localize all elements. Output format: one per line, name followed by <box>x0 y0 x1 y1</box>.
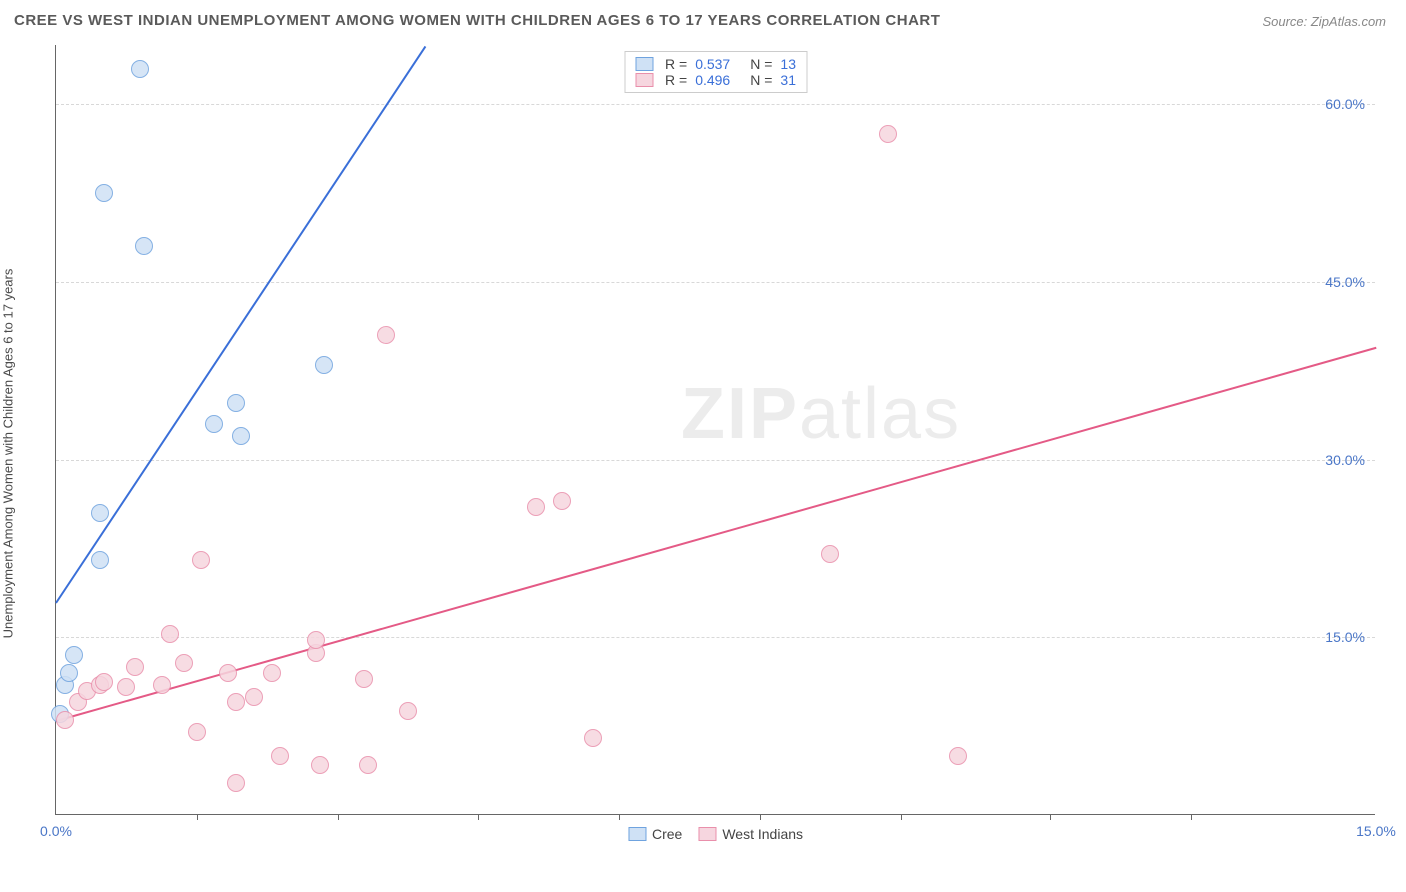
data-point <box>192 551 210 569</box>
grid-line <box>56 637 1375 638</box>
legend-label-cree: Cree <box>652 826 682 842</box>
data-point <box>584 729 602 747</box>
y-tick-label: 30.0% <box>1325 452 1365 468</box>
legend-label-west: West Indians <box>722 826 803 842</box>
data-point <box>232 427 250 445</box>
grid-line <box>56 282 1375 283</box>
data-point <box>527 498 545 516</box>
r-label: R = <box>665 72 687 88</box>
data-point <box>205 415 223 433</box>
data-point <box>91 504 109 522</box>
grid-line <box>56 460 1375 461</box>
y-axis-label: Unemployment Among Women with Children A… <box>1 84 16 454</box>
x-tick-mark <box>1050 814 1051 820</box>
data-point <box>95 184 113 202</box>
x-tick-mark <box>338 814 339 820</box>
data-point <box>399 702 417 720</box>
data-point <box>307 631 325 649</box>
legend-stats-row-west: R = 0.496 N = 31 <box>635 72 796 88</box>
x-tick-mark <box>478 814 479 820</box>
n-label: N = <box>750 72 772 88</box>
grid-line <box>56 104 1375 105</box>
data-point <box>377 326 395 344</box>
data-point <box>135 237 153 255</box>
legend-swatch-west <box>635 73 653 87</box>
data-point <box>117 678 135 696</box>
data-point <box>359 756 377 774</box>
data-point <box>263 664 281 682</box>
x-tick-mark <box>901 814 902 820</box>
x-tick-label: 15.0% <box>1356 823 1396 839</box>
trend-line <box>56 347 1377 722</box>
n-label: N = <box>750 56 772 72</box>
legend-item-cree: Cree <box>628 826 682 842</box>
data-point <box>126 658 144 676</box>
data-point <box>949 747 967 765</box>
data-point <box>245 688 263 706</box>
data-point <box>161 625 179 643</box>
data-point <box>188 723 206 741</box>
data-point <box>153 676 171 694</box>
r-label: R = <box>665 56 687 72</box>
data-point <box>821 545 839 563</box>
data-point <box>91 551 109 569</box>
data-point <box>227 394 245 412</box>
x-tick-mark <box>197 814 198 820</box>
data-point <box>131 60 149 78</box>
data-point <box>311 756 329 774</box>
data-point <box>271 747 289 765</box>
legend-stats: R = 0.537 N = 13 R = 0.496 N = 31 <box>624 51 807 93</box>
legend-series: Cree West Indians <box>628 826 803 842</box>
y-tick-label: 60.0% <box>1325 96 1365 112</box>
legend-stats-row-cree: R = 0.537 N = 13 <box>635 56 796 72</box>
data-point <box>553 492 571 510</box>
data-point <box>65 646 83 664</box>
legend-swatch-cree <box>635 57 653 71</box>
data-point <box>219 664 237 682</box>
legend-swatch-cree-icon <box>628 827 646 841</box>
data-point <box>315 356 333 374</box>
plot-area: ZIPatlas R = 0.537 N = 13 R = 0.496 N = … <box>55 45 1375 815</box>
watermark: ZIPatlas <box>681 373 961 455</box>
y-tick-label: 15.0% <box>1325 629 1365 645</box>
data-point <box>175 654 193 672</box>
r-value-cree: 0.537 <box>695 56 730 72</box>
y-tick-label: 45.0% <box>1325 274 1365 290</box>
n-value-west: 31 <box>780 72 796 88</box>
x-tick-mark <box>1191 814 1192 820</box>
source-label: Source: ZipAtlas.com <box>1262 14 1386 29</box>
chart-title: CREE VS WEST INDIAN UNEMPLOYMENT AMONG W… <box>14 12 940 29</box>
x-tick-mark <box>619 814 620 820</box>
x-tick-label: 0.0% <box>40 823 72 839</box>
chart-container: CREE VS WEST INDIAN UNEMPLOYMENT AMONG W… <box>0 0 1406 892</box>
data-point <box>227 693 245 711</box>
data-point <box>227 774 245 792</box>
data-point <box>355 670 373 688</box>
data-point <box>879 125 897 143</box>
legend-swatch-west-icon <box>698 827 716 841</box>
data-point <box>95 673 113 691</box>
x-tick-mark <box>760 814 761 820</box>
data-point <box>60 664 78 682</box>
n-value-cree: 13 <box>780 56 796 72</box>
legend-item-west: West Indians <box>698 826 803 842</box>
data-point <box>56 711 74 729</box>
trend-line <box>55 45 426 603</box>
r-value-west: 0.496 <box>695 72 730 88</box>
